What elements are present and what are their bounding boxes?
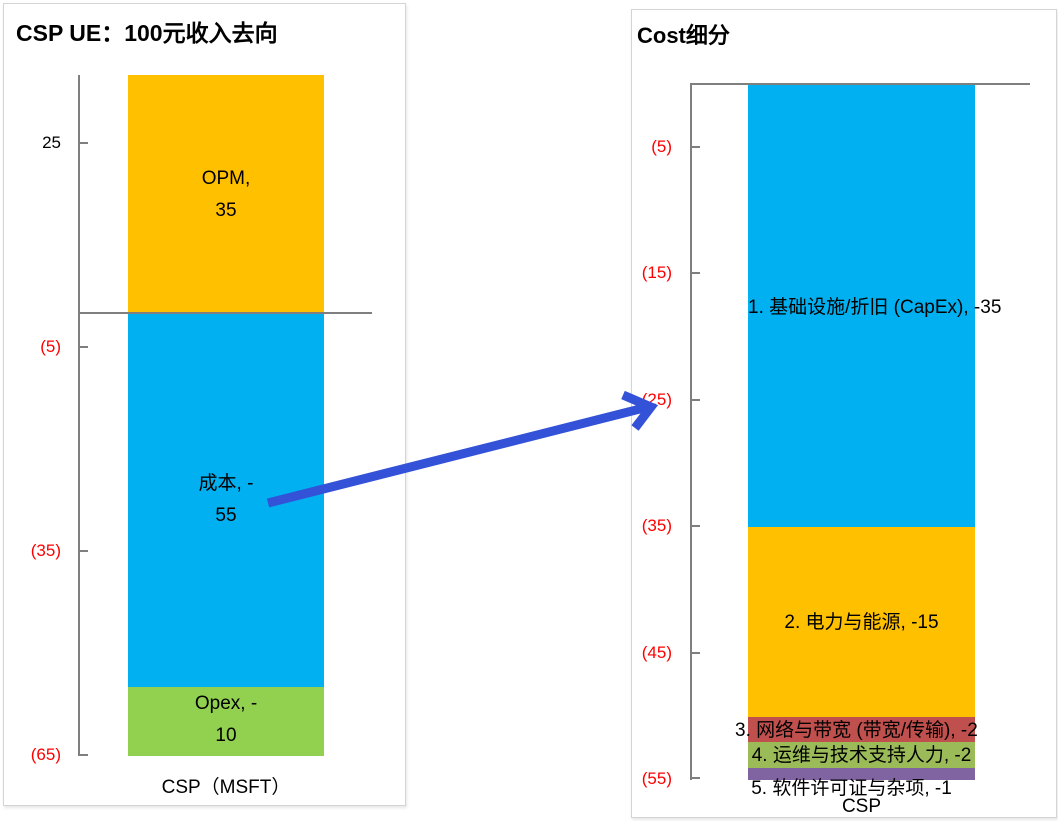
left-y-tick-label: 25 (42, 133, 61, 152)
data-label-opm-line2: 35 (215, 200, 237, 221)
right-y-tick (692, 399, 700, 401)
right-y-tick-label: (55) (641, 769, 672, 788)
left-chart-title: CSP UE：100元收入去向 (16, 20, 278, 46)
data-label-opm-line1: OPM, (201, 168, 251, 189)
data-label-capex: 1. 基础设施/折旧 (CapEx), -35 (748, 297, 1002, 318)
bar-segment-opex (128, 687, 324, 756)
right-zero-axis-line (690, 83, 1030, 85)
left-zero-gridline (78, 312, 372, 314)
left-y-tick-label: (5) (40, 337, 61, 356)
bar-segment-network (748, 717, 975, 742)
right-y-tick-label: (25) (641, 390, 672, 409)
left-x-category-label: CSP（MSFT） (161, 777, 291, 798)
bar-segment-power (748, 527, 975, 717)
right-y-axis-line (690, 84, 692, 780)
left-y-tick (80, 550, 88, 552)
left-y-tick-label: (35) (30, 541, 61, 560)
left-y-axis-line (78, 75, 80, 756)
right-y-tick (692, 652, 700, 654)
data-label-power: 2. 电力与能源, -15 (784, 612, 939, 633)
data-label-opex-line2: 10 (215, 725, 237, 746)
left-y-tick (80, 346, 88, 348)
data-label-cost: 成本, - 55 (128, 468, 324, 532)
right-y-tick (692, 777, 700, 779)
data-label-cost-line1: 成本, - (198, 473, 254, 494)
data-label-opex: Opex, - 10 (128, 688, 324, 752)
data-label-software-misc: 5. 软件许可证与杂项, -1 (751, 778, 952, 799)
right-y-tick-label: (45) (641, 643, 672, 662)
right-y-tick-label: (35) (641, 516, 672, 535)
left-y-tick (80, 142, 88, 144)
right-y-tick-label: (15) (641, 263, 672, 282)
right-x-category-label: CSP (841, 796, 882, 817)
data-label-network: 3. 网络与带宽 (带宽/传输), -2 (735, 720, 978, 741)
data-label-ops-staff: 4. 运维与技术支持人力, -2 (751, 745, 972, 766)
bar-segment-capex (748, 84, 975, 527)
bar-segment-ops-staff (748, 742, 975, 768)
bar-segment-opm (128, 75, 324, 313)
right-y-tick (692, 272, 700, 274)
right-y-tick (692, 146, 700, 148)
left-y-tick (80, 754, 88, 756)
left-y-tick-label: (65) (30, 745, 61, 764)
data-label-cost-line2: 55 (215, 505, 237, 526)
right-y-tick (692, 525, 700, 527)
right-chart-title: Cost细分 (637, 23, 730, 48)
data-label-opm: OPM, 35 (128, 163, 324, 227)
bar-segment-software-misc (748, 768, 975, 780)
data-label-opex-line1: Opex, - (194, 693, 258, 714)
right-y-tick-label: (5) (651, 137, 672, 156)
